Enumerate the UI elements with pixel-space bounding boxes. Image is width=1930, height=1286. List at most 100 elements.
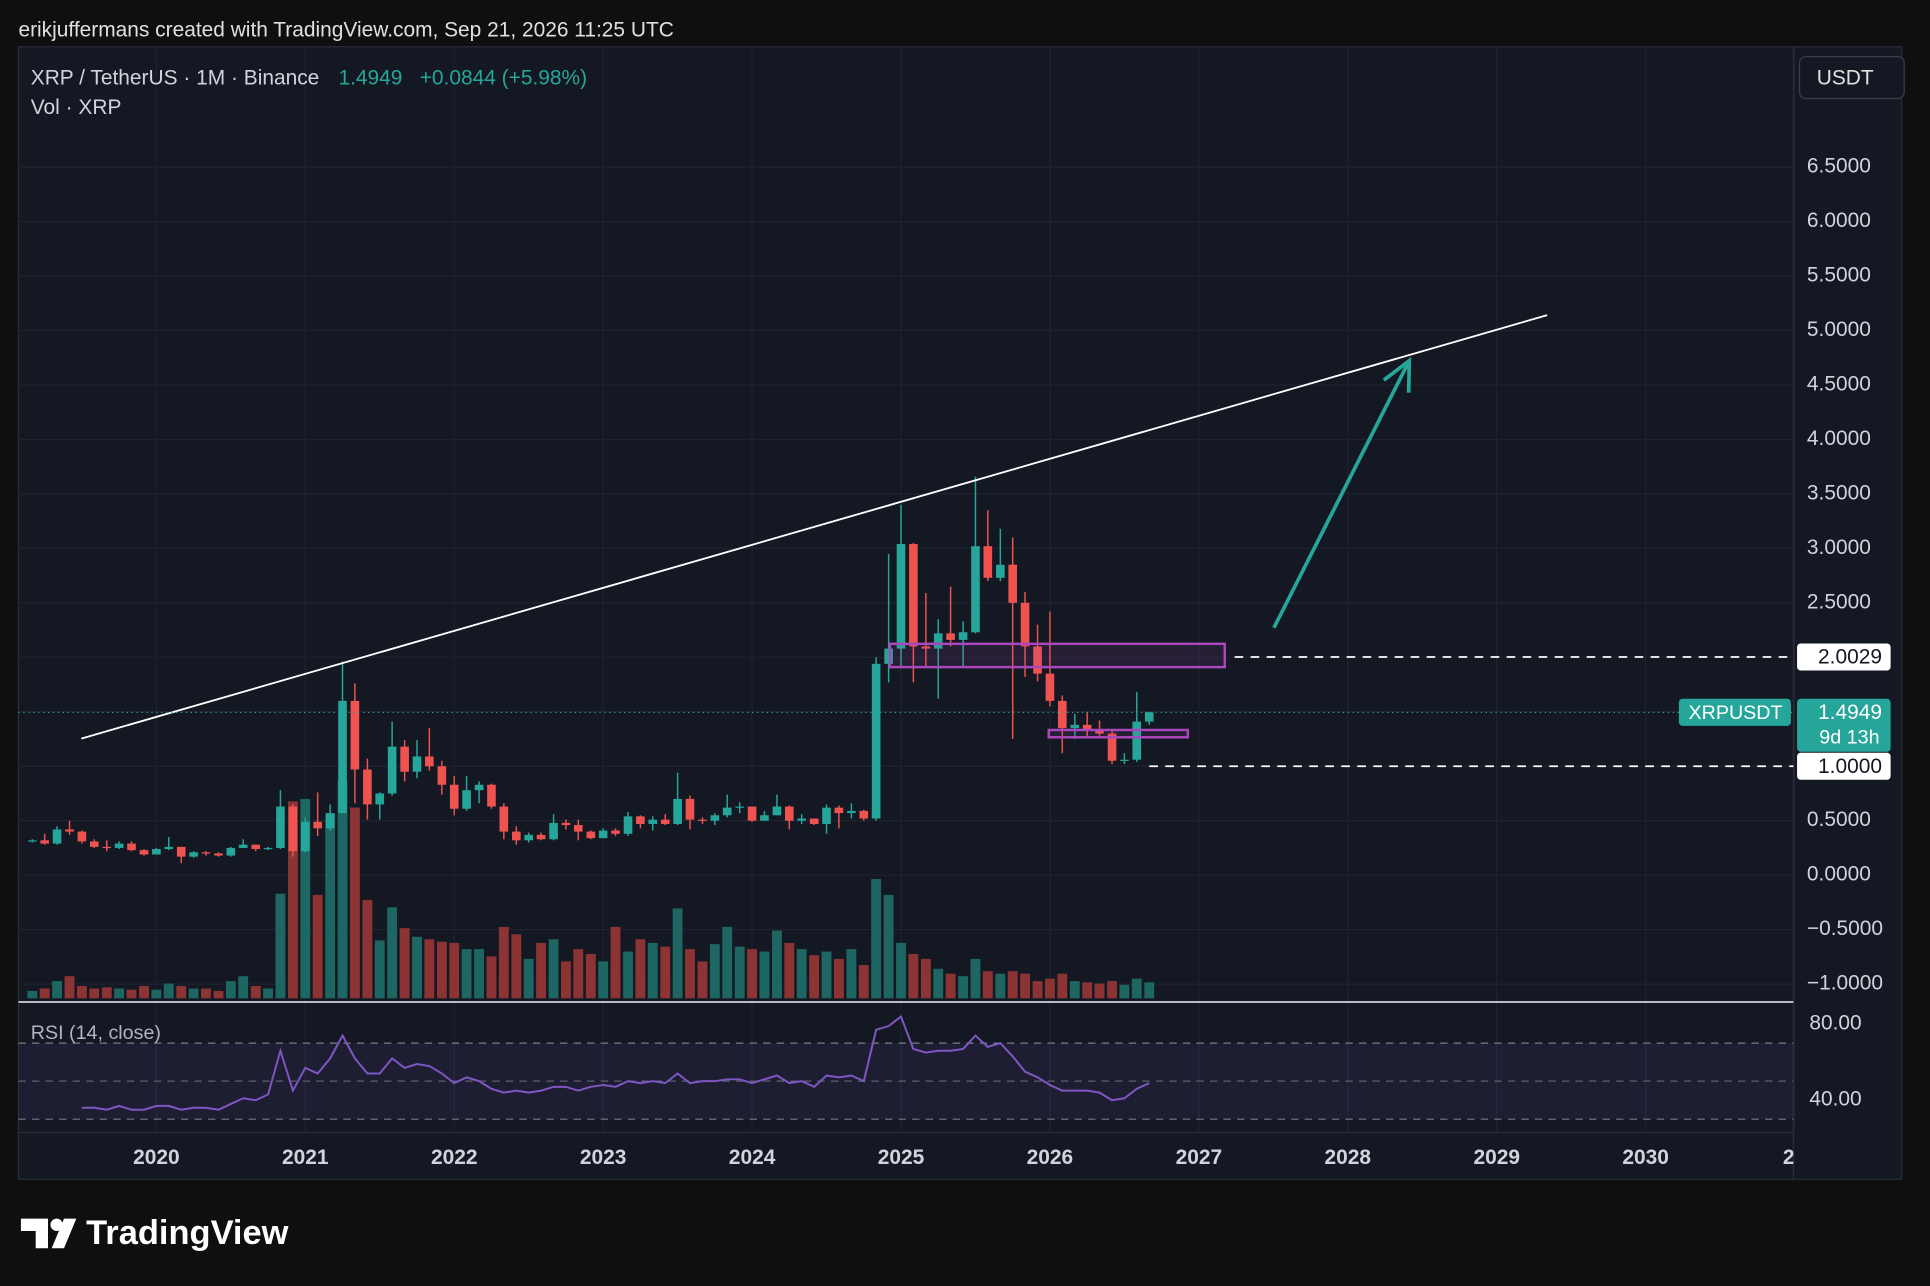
candle-body xyxy=(598,830,608,839)
brand-name: TradingView xyxy=(86,1214,289,1252)
candle-body xyxy=(77,831,87,842)
volume-bar xyxy=(623,951,633,999)
volume-bar xyxy=(958,976,969,999)
candle-body xyxy=(586,831,596,839)
candle-body xyxy=(760,815,769,821)
candle-body xyxy=(375,793,385,805)
candle-body xyxy=(40,840,49,844)
candle-body xyxy=(946,633,955,640)
candle-body xyxy=(1132,721,1142,760)
candle-body xyxy=(1045,673,1055,701)
candle-body xyxy=(1144,712,1154,722)
volume-bar xyxy=(412,936,422,999)
volume-bar xyxy=(474,949,485,999)
volume-bar xyxy=(585,954,596,999)
candle-body xyxy=(52,829,62,844)
candle-body xyxy=(822,807,831,824)
volume-bar xyxy=(188,988,199,999)
volume-bar xyxy=(201,988,211,999)
candle-body xyxy=(909,544,918,647)
candle-body xyxy=(648,819,658,824)
symbol-title: XRP / TetherUS · 1M · Binance xyxy=(31,66,320,89)
volume-bar xyxy=(225,981,236,999)
volume-bar xyxy=(89,988,100,999)
candle-body xyxy=(313,821,322,829)
candle-body xyxy=(921,646,931,649)
volume-bar xyxy=(1020,973,1030,999)
candle-body xyxy=(983,546,993,578)
volume-bar xyxy=(573,949,584,999)
price-tag xyxy=(1797,643,1891,671)
candle-body xyxy=(611,830,620,834)
candle-body xyxy=(226,847,236,856)
candle-body xyxy=(164,846,174,850)
volume-bar xyxy=(871,878,882,999)
candle-body xyxy=(735,806,745,808)
zone-box xyxy=(888,642,1227,669)
volume-bar xyxy=(436,941,447,999)
y-tick-label: 4.5000 xyxy=(1807,373,1871,396)
volume-bar xyxy=(1057,973,1068,999)
candle-body xyxy=(65,829,74,832)
x-tick-label: 2020 xyxy=(133,1146,180,1169)
volume-bar xyxy=(536,942,546,999)
candle-body xyxy=(710,815,720,821)
candle-body xyxy=(809,818,819,824)
candle-body xyxy=(288,806,298,852)
volume-bar xyxy=(1032,981,1043,999)
volume-bar xyxy=(461,949,472,999)
volume-bar xyxy=(275,893,286,999)
candle-body xyxy=(847,810,856,814)
last-price-header: 1.4949 xyxy=(338,66,402,89)
volume-bar xyxy=(114,988,125,999)
y-tick-label: 2.5000 xyxy=(1807,590,1871,613)
volume-bar xyxy=(759,951,770,999)
rsi-line xyxy=(81,1014,1150,1111)
arrow-shaft xyxy=(1272,359,1411,629)
volume-bar xyxy=(1107,981,1117,999)
candle-body xyxy=(834,807,844,814)
x-tick-label: 2026 xyxy=(1027,1146,1074,1169)
volume-bar xyxy=(238,976,249,999)
rsi-tick-label: 40.00 xyxy=(1809,1088,1861,1111)
volume-bar xyxy=(288,801,298,999)
candle-body xyxy=(363,769,372,805)
volume-bar xyxy=(809,955,820,999)
currency-label[interactable]: USDT xyxy=(1817,66,1874,89)
candle-body xyxy=(1107,733,1117,761)
volume-bar xyxy=(151,989,162,999)
volume-bar xyxy=(139,986,149,999)
volume-bar xyxy=(660,946,671,999)
candle-body xyxy=(884,648,893,664)
x-tick-label: 2028 xyxy=(1325,1146,1372,1169)
candle-body xyxy=(871,663,881,819)
volume-bar xyxy=(362,899,373,999)
volume-bar xyxy=(1082,982,1093,999)
rsi-title: RSI (14, close) xyxy=(31,1022,161,1044)
price-tag-label: 1.0000 xyxy=(1818,755,1882,778)
candle-body xyxy=(1095,729,1104,734)
y-tick-label: 0.5000 xyxy=(1807,808,1871,831)
volume-bar xyxy=(672,908,683,999)
candle-body xyxy=(499,806,509,832)
x-tick-label: 2023 xyxy=(580,1146,627,1169)
last-price-tag xyxy=(1797,698,1891,752)
volume-title: Vol · XRP xyxy=(31,96,122,119)
volume-bar xyxy=(896,942,906,999)
volume-bar xyxy=(734,946,745,999)
candle-body xyxy=(785,806,794,821)
candle-body xyxy=(189,852,198,857)
candle-body xyxy=(623,816,633,834)
candle-body xyxy=(139,850,149,855)
volume-bar xyxy=(945,973,956,999)
currency-button[interactable] xyxy=(1798,56,1905,100)
zone-box xyxy=(1047,728,1190,739)
candle-body xyxy=(387,746,397,794)
candle-body xyxy=(350,700,360,770)
candle-body xyxy=(1120,759,1129,761)
volume-bar xyxy=(349,807,360,999)
candle-body xyxy=(996,564,1005,578)
y-tick-label: 5.0000 xyxy=(1807,318,1871,341)
volume-bar xyxy=(163,983,174,999)
volume-bar xyxy=(1094,983,1105,999)
